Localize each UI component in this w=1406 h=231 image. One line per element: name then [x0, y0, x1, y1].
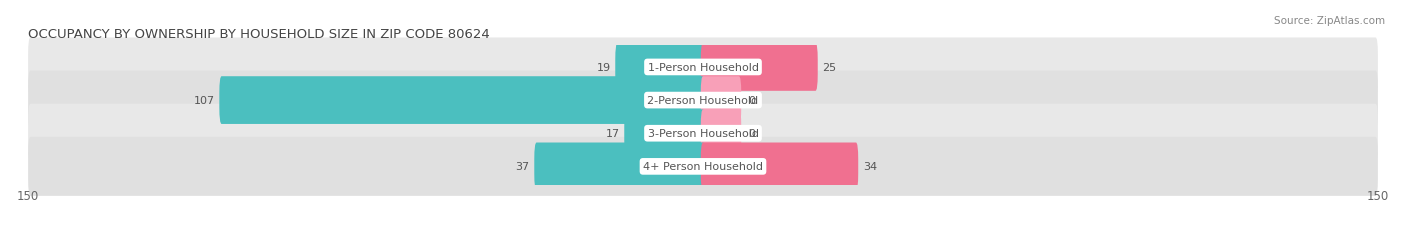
Text: 0: 0: [748, 96, 755, 106]
FancyBboxPatch shape: [700, 143, 858, 190]
Text: 25: 25: [823, 63, 837, 73]
Text: 37: 37: [516, 162, 530, 172]
FancyBboxPatch shape: [700, 44, 818, 91]
FancyBboxPatch shape: [28, 137, 1378, 196]
FancyBboxPatch shape: [700, 110, 741, 157]
Text: 17: 17: [606, 129, 620, 139]
Text: 34: 34: [863, 162, 877, 172]
FancyBboxPatch shape: [534, 143, 706, 190]
FancyBboxPatch shape: [219, 77, 706, 125]
FancyBboxPatch shape: [28, 71, 1378, 130]
Text: 3-Person Household: 3-Person Household: [648, 129, 758, 139]
FancyBboxPatch shape: [616, 44, 706, 91]
FancyBboxPatch shape: [700, 77, 741, 125]
Text: 107: 107: [194, 96, 215, 106]
Text: 4+ Person Household: 4+ Person Household: [643, 162, 763, 172]
FancyBboxPatch shape: [28, 104, 1378, 163]
Text: OCCUPANCY BY OWNERSHIP BY HOUSEHOLD SIZE IN ZIP CODE 80624: OCCUPANCY BY OWNERSHIP BY HOUSEHOLD SIZE…: [28, 28, 489, 41]
FancyBboxPatch shape: [28, 38, 1378, 97]
Text: 19: 19: [596, 63, 610, 73]
Text: 1-Person Household: 1-Person Household: [648, 63, 758, 73]
Text: 0: 0: [748, 129, 755, 139]
FancyBboxPatch shape: [624, 110, 706, 157]
Text: Source: ZipAtlas.com: Source: ZipAtlas.com: [1274, 16, 1385, 26]
Text: 2-Person Household: 2-Person Household: [647, 96, 759, 106]
